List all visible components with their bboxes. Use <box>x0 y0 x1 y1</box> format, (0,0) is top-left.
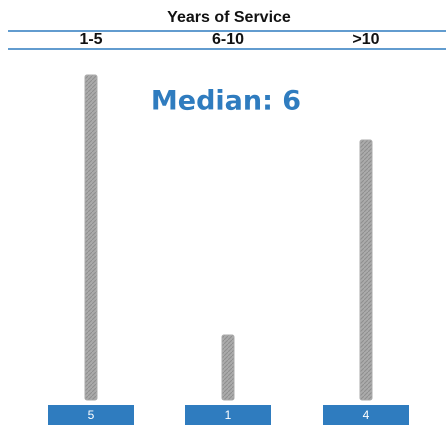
category-label: 6-10 <box>212 31 244 48</box>
value-label: 1 <box>225 408 232 422</box>
value-label: 4 <box>363 408 370 422</box>
category-label: >10 <box>352 31 379 48</box>
bar <box>360 140 372 400</box>
chart-title: Years of Service <box>167 9 291 26</box>
median-annotation: Median: 6 <box>151 86 301 117</box>
bar <box>222 335 234 400</box>
category-label: 1-5 <box>79 31 102 48</box>
chart: Years of Service Median: 6 1-5 5 6-10 1 >10 4 <box>0 0 446 427</box>
bar <box>85 75 97 400</box>
value-label: 5 <box>88 408 95 422</box>
page: {"chart_data": {"type": "bar", "title": … <box>0 0 446 427</box>
